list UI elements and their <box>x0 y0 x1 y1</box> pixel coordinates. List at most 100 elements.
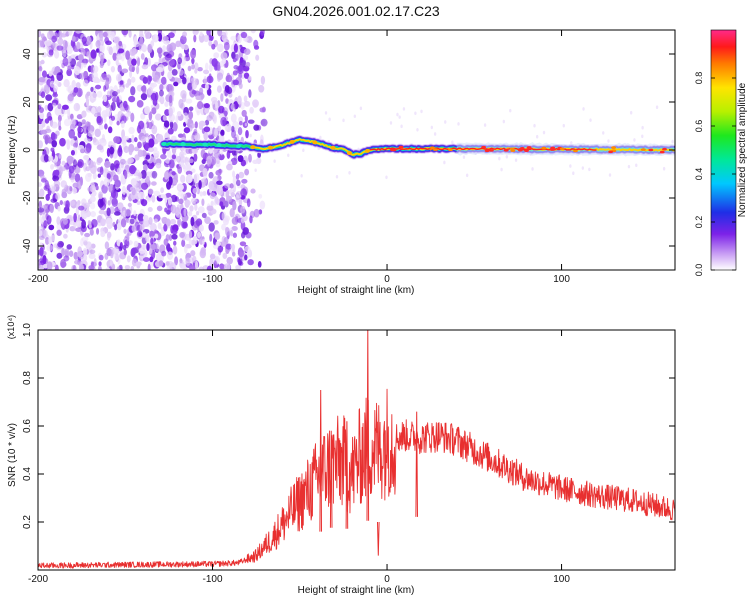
noise-speckle <box>181 239 186 247</box>
noise-speckle <box>95 40 101 48</box>
noise-speckle <box>67 65 72 72</box>
noise-speckle <box>139 36 144 47</box>
colorbar-tick-label: 0.6 <box>694 120 704 133</box>
noise-speckle <box>258 193 263 199</box>
noise-speckle <box>249 106 254 114</box>
noise-speckle <box>38 182 42 187</box>
noise-speckle <box>156 205 163 212</box>
noise-speckle <box>165 261 170 266</box>
noise-speckle <box>140 53 145 60</box>
noise-speckle <box>192 187 199 195</box>
noise-speckle <box>240 217 245 224</box>
noise-speckle <box>169 262 177 270</box>
noise-speckle <box>76 251 84 258</box>
noise-speckle <box>243 100 251 107</box>
snr-spike <box>377 521 380 556</box>
noise-speckle <box>157 32 163 42</box>
noise-speckle <box>245 129 249 139</box>
noise-speckle <box>130 112 135 123</box>
faint-speckle <box>420 109 423 114</box>
noise-speckle <box>116 120 120 126</box>
noise-speckle <box>126 255 131 263</box>
faint-speckle <box>324 111 328 115</box>
snr-frame <box>37 329 676 571</box>
noise-speckle <box>238 256 243 266</box>
noise-speckle <box>89 228 94 236</box>
noise-speckle <box>112 246 120 255</box>
noise-speckle <box>142 244 146 250</box>
noise-speckle <box>209 192 216 200</box>
noise-speckle <box>145 30 151 40</box>
faint-speckle <box>249 133 252 138</box>
noise-speckle <box>211 43 216 50</box>
ridge-bead <box>180 142 186 147</box>
noise-speckle <box>196 101 204 110</box>
noise-speckle <box>41 120 46 128</box>
noise-speckle <box>141 64 149 70</box>
noise-speckle <box>40 59 45 65</box>
noise-speckle <box>179 231 185 239</box>
noise-speckle <box>139 30 144 38</box>
ridge-bead <box>202 142 208 147</box>
noise-speckle <box>243 48 251 56</box>
spectrogram-y-tick-label: 20 <box>22 96 33 108</box>
noise-speckle <box>103 94 108 103</box>
noise-speckle <box>85 97 90 107</box>
noise-speckle <box>104 123 108 130</box>
noise-speckle <box>215 156 220 165</box>
faint-speckle <box>509 108 512 113</box>
noise-speckle <box>155 243 159 252</box>
noise-speckle <box>50 198 58 203</box>
snr-spike <box>319 389 322 532</box>
noise-speckle <box>131 187 136 196</box>
noise-speckle <box>117 48 125 54</box>
noise-speckle <box>108 184 115 193</box>
noise-speckle <box>161 217 168 222</box>
noise-speckle <box>148 217 153 225</box>
ridge-blob <box>503 148 509 152</box>
noise-speckle <box>198 122 204 130</box>
noise-speckle <box>213 220 219 225</box>
noise-speckle <box>62 49 67 58</box>
noise-speckle <box>79 42 84 50</box>
noise-speckle <box>67 93 74 102</box>
noise-speckle <box>190 239 196 246</box>
noise-speckle <box>128 146 133 156</box>
noise-speckle <box>220 116 227 127</box>
noise-speckle <box>189 205 194 212</box>
noise-speckle <box>217 125 222 132</box>
noise-speckle <box>214 196 219 204</box>
noise-speckle <box>183 127 191 134</box>
noise-speckle <box>170 194 178 203</box>
noise-speckle <box>150 40 155 48</box>
noise-speckle <box>145 136 150 142</box>
ridge-blob <box>448 148 453 152</box>
faint-speckle <box>502 119 506 124</box>
faint-speckle <box>348 170 351 175</box>
noise-speckle <box>146 242 150 252</box>
noise-speckle <box>223 41 230 51</box>
noise-speckle <box>104 241 110 250</box>
noise-speckle <box>106 90 111 98</box>
noise-speckle <box>210 96 218 103</box>
noise-speckle <box>218 105 225 114</box>
noise-speckle <box>215 240 221 247</box>
noise-speckle <box>141 44 147 53</box>
noise-speckle <box>223 63 228 68</box>
snr-spike <box>366 330 370 521</box>
noise-speckle <box>150 181 157 186</box>
noise-speckle <box>146 171 152 178</box>
noise-speckle <box>73 142 78 149</box>
noise-speckle <box>124 264 131 270</box>
noise-speckle <box>44 236 50 245</box>
noise-speckle <box>142 231 147 238</box>
noise-speckle <box>201 212 207 219</box>
noise-speckle <box>199 249 207 259</box>
noise-speckle <box>232 170 236 178</box>
noise-speckle <box>231 251 236 257</box>
noise-speckle <box>235 264 242 270</box>
noise-speckle <box>58 153 62 159</box>
noise-speckle <box>197 67 203 72</box>
noise-speckle <box>38 76 46 83</box>
